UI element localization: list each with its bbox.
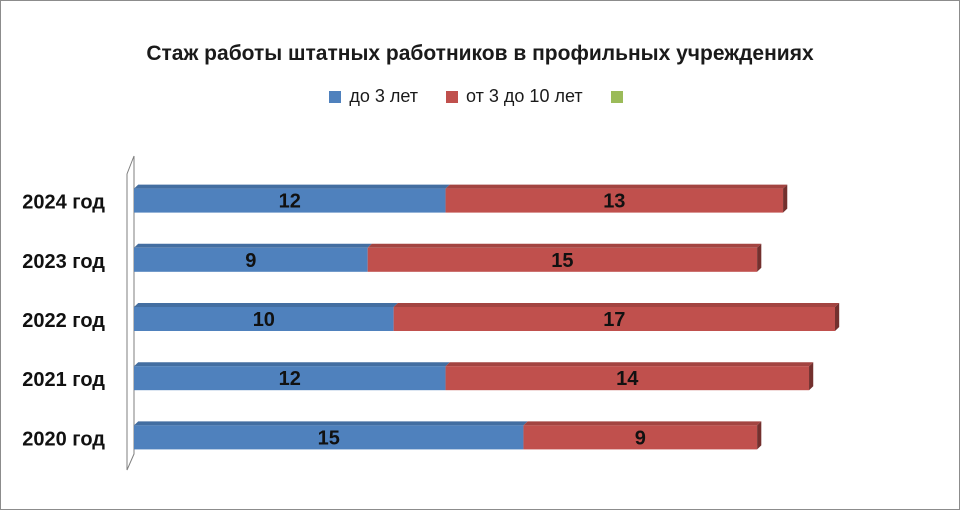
bar-series-2-2	[445, 366, 810, 391]
data-label-2-2: 14	[616, 368, 639, 390]
data-label-2-3: 17	[603, 309, 625, 331]
axis-wall	[126, 155, 135, 471]
legend-swatch-series-1	[329, 90, 342, 103]
data-label-2-1: 9	[635, 427, 646, 449]
legend-item-series-3	[610, 90, 631, 103]
bar-series-1-4	[134, 247, 368, 272]
data-label-2-4: 15	[551, 250, 573, 272]
bar-top-2-4	[367, 243, 762, 248]
data-label-1-3: 10	[253, 309, 275, 331]
bar-top-1-3	[134, 303, 398, 307]
legend-item-series-1: до 3 лет	[329, 86, 418, 107]
legend-item-series-2: от 3 до 10 лет	[446, 86, 583, 107]
bar-series-1-3	[134, 307, 394, 331]
category-label-3: 2022 год	[22, 310, 105, 332]
bar-series-2-1	[523, 425, 758, 450]
bar-top-2-2	[445, 362, 814, 367]
legend-swatch-series-2	[446, 90, 459, 103]
bar-top-2-5	[445, 184, 788, 189]
bar-end-1	[757, 421, 762, 450]
bar-series-2-5	[445, 188, 784, 213]
category-label-5: 2024 год	[22, 192, 105, 214]
data-label-1-1: 15	[318, 427, 340, 449]
bar-top-2-3	[393, 303, 840, 307]
bar-series-1-2	[134, 366, 446, 391]
bar-end-2	[809, 362, 814, 391]
bar-end-4	[757, 243, 762, 272]
bar-series-2-4	[367, 247, 758, 272]
legend-label-series-2: от 3 до 10 лет	[466, 86, 583, 106]
category-label-2: 2021 год	[22, 369, 105, 391]
bar-end-3	[835, 303, 840, 331]
data-label-1-2: 12	[279, 368, 301, 390]
category-label-4: 2023 год	[22, 251, 105, 273]
bar-top-1-1	[134, 421, 528, 426]
bar-series-2-3	[393, 307, 835, 331]
legend-label-series-1: до 3 лет	[349, 86, 419, 106]
bar-series-1-1	[134, 425, 524, 450]
data-label-1-4: 9	[245, 250, 256, 272]
bar-series-1-5	[134, 188, 446, 213]
chart-title: Стаж работы штатных работников в профиль…	[146, 42, 814, 65]
category-label-1: 2020 год	[22, 428, 105, 450]
data-label-1-5: 12	[279, 191, 301, 213]
bar-top-2-1	[523, 421, 762, 426]
legend: до 3 лет от 3 до 10 лет	[0, 86, 960, 107]
bar-end-5	[783, 184, 788, 213]
bar-top-1-2	[134, 362, 450, 367]
data-label-2-5: 13	[603, 191, 625, 213]
legend-swatch-series-3	[610, 90, 623, 103]
bar-top-1-4	[134, 243, 372, 248]
bar-top-1-5	[134, 184, 450, 189]
